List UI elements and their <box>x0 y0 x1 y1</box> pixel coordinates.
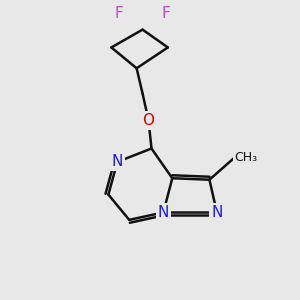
Text: F: F <box>162 6 171 21</box>
Text: N: N <box>211 205 223 220</box>
Text: N: N <box>158 205 169 220</box>
Text: N: N <box>112 154 123 169</box>
Text: CH₃: CH₃ <box>235 151 258 164</box>
Text: F: F <box>114 6 123 21</box>
Text: O: O <box>142 113 154 128</box>
